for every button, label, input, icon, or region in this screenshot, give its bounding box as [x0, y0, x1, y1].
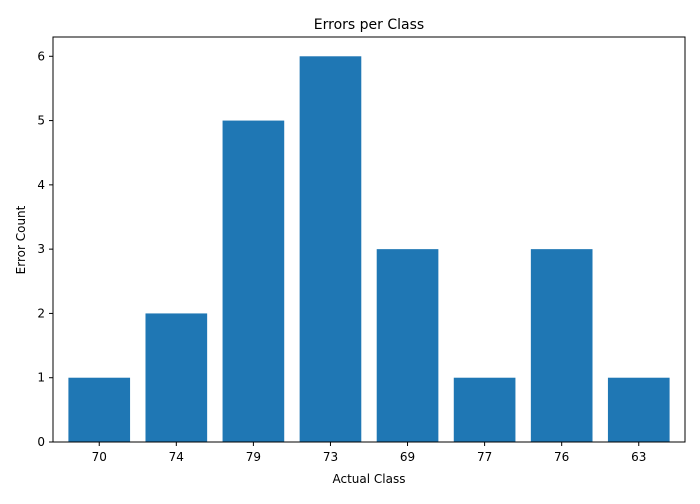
bar-73 — [299, 56, 362, 442]
y-tick-label-3: 3 — [37, 242, 45, 256]
y-tick-label-5: 5 — [37, 114, 45, 128]
bar-76 — [530, 249, 593, 442]
x-tick-label-63: 63 — [631, 450, 646, 464]
ticks-layer: 70 74 79 73 69 77 76 63 0 1 2 3 4 5 6 — [37, 49, 646, 464]
bar-70 — [68, 377, 131, 442]
bars-layer — [68, 56, 670, 442]
x-axis-label: Actual Class — [333, 472, 406, 486]
x-tick-label-76: 76 — [554, 450, 569, 464]
plot-frame — [52, 36, 686, 443]
bar-74 — [145, 313, 208, 442]
y-tick-label-6: 6 — [37, 49, 45, 63]
axes-layer — [52, 36, 686, 443]
bar-63 — [607, 377, 670, 442]
y-tick-label-4: 4 — [37, 178, 45, 192]
y-tick-label-0: 0 — [37, 435, 45, 449]
y-tick-label-2: 2 — [37, 306, 45, 320]
bar-69 — [376, 249, 439, 442]
x-tick-label-70: 70 — [92, 450, 107, 464]
chart-title: Errors per Class — [314, 17, 424, 33]
y-axis-label: Error Count — [14, 205, 28, 274]
bar-79 — [222, 120, 285, 442]
x-tick-label-73: 73 — [323, 450, 338, 464]
bar-77 — [453, 377, 516, 442]
x-tick-label-74: 74 — [169, 450, 184, 464]
x-tick-label-77: 77 — [477, 450, 492, 464]
y-tick-label-1: 1 — [37, 371, 45, 385]
x-tick-label-79: 79 — [246, 450, 261, 464]
x-tick-label-69: 69 — [400, 450, 415, 464]
